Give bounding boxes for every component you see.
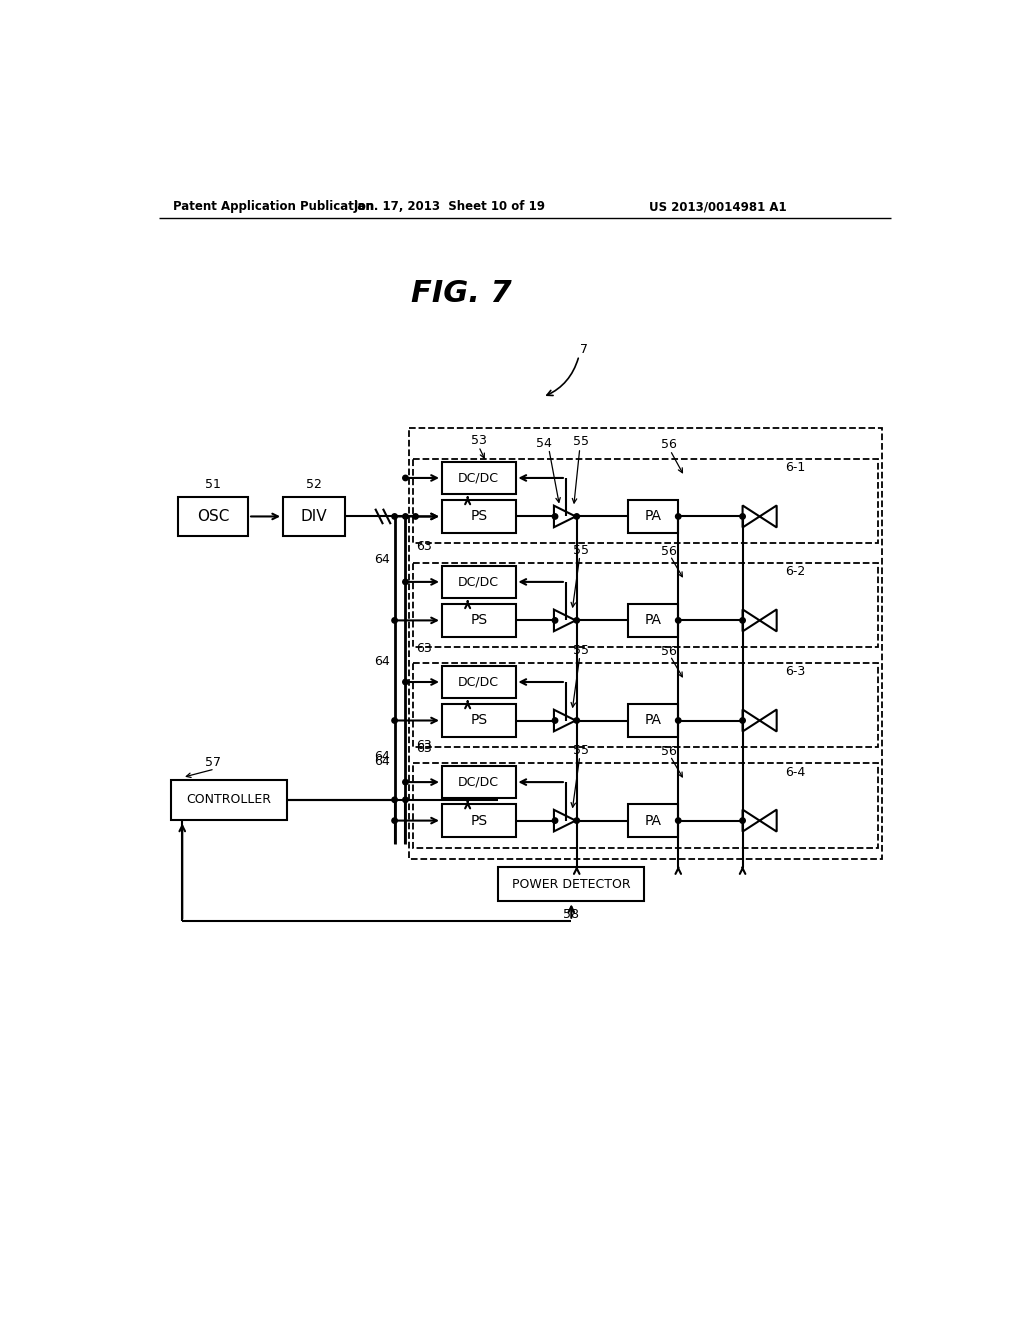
FancyBboxPatch shape	[628, 500, 678, 533]
Text: 63: 63	[417, 643, 432, 656]
Text: PS: PS	[470, 510, 487, 524]
Text: 54: 54	[537, 437, 552, 450]
Circle shape	[552, 618, 558, 623]
Circle shape	[740, 818, 745, 824]
FancyBboxPatch shape	[178, 498, 248, 536]
Circle shape	[552, 718, 558, 723]
FancyBboxPatch shape	[442, 804, 515, 837]
FancyBboxPatch shape	[171, 780, 287, 820]
Circle shape	[402, 779, 409, 785]
Text: 56: 56	[660, 438, 677, 451]
Circle shape	[402, 579, 409, 585]
FancyBboxPatch shape	[628, 705, 678, 737]
Text: 57: 57	[205, 756, 221, 770]
Text: 55: 55	[573, 544, 590, 557]
Circle shape	[740, 618, 745, 623]
Text: PA: PA	[644, 614, 662, 627]
Circle shape	[402, 680, 409, 685]
Circle shape	[402, 475, 409, 480]
Circle shape	[392, 513, 397, 519]
Circle shape	[413, 513, 418, 519]
Circle shape	[402, 513, 409, 519]
Text: 6-4: 6-4	[785, 766, 806, 779]
Text: Patent Application Publication: Patent Application Publication	[173, 201, 374, 214]
Text: FIG. 7: FIG. 7	[411, 279, 512, 308]
Text: 55: 55	[573, 744, 590, 758]
Circle shape	[392, 618, 397, 623]
Circle shape	[392, 797, 397, 803]
Text: 6-1: 6-1	[785, 462, 806, 474]
Text: 55: 55	[573, 436, 590, 449]
Circle shape	[552, 513, 558, 519]
Circle shape	[392, 818, 397, 824]
Text: 64: 64	[374, 655, 390, 668]
Circle shape	[574, 618, 580, 623]
Text: PS: PS	[470, 714, 487, 727]
Circle shape	[740, 513, 745, 519]
Text: OSC: OSC	[197, 510, 229, 524]
Text: 55: 55	[573, 644, 590, 657]
Text: PS: PS	[470, 614, 487, 627]
Text: 64: 64	[374, 553, 390, 566]
Circle shape	[574, 513, 580, 519]
Text: DIV: DIV	[301, 510, 328, 524]
Text: POWER DETECTOR: POWER DETECTOR	[512, 878, 631, 891]
Circle shape	[552, 818, 558, 824]
Circle shape	[402, 797, 409, 803]
Text: PA: PA	[644, 510, 662, 524]
FancyBboxPatch shape	[442, 705, 515, 737]
Text: 58: 58	[563, 908, 580, 921]
Circle shape	[740, 718, 745, 723]
Text: 7: 7	[580, 343, 588, 356]
Circle shape	[574, 718, 580, 723]
Text: 56: 56	[660, 545, 677, 557]
FancyBboxPatch shape	[283, 498, 345, 536]
Text: 63: 63	[417, 739, 432, 752]
Text: 56: 56	[660, 644, 677, 657]
FancyBboxPatch shape	[442, 766, 515, 799]
Circle shape	[676, 513, 681, 519]
FancyBboxPatch shape	[442, 500, 515, 533]
FancyBboxPatch shape	[499, 867, 644, 902]
Text: 64: 64	[374, 755, 390, 768]
Text: 51: 51	[206, 478, 221, 491]
Text: 52: 52	[306, 478, 322, 491]
Circle shape	[676, 718, 681, 723]
Text: PA: PA	[644, 714, 662, 727]
Text: US 2013/0014981 A1: US 2013/0014981 A1	[649, 201, 786, 214]
Text: DC/DC: DC/DC	[458, 676, 499, 689]
Text: 6-2: 6-2	[785, 565, 806, 578]
Text: PA: PA	[644, 813, 662, 828]
Text: DC/DC: DC/DC	[458, 776, 499, 788]
FancyBboxPatch shape	[442, 605, 515, 636]
Text: DC/DC: DC/DC	[458, 576, 499, 589]
Circle shape	[676, 818, 681, 824]
Circle shape	[392, 718, 397, 723]
FancyBboxPatch shape	[628, 605, 678, 636]
Text: 53: 53	[471, 434, 486, 446]
Text: CONTROLLER: CONTROLLER	[186, 793, 271, 807]
Text: PS: PS	[470, 813, 487, 828]
Circle shape	[676, 618, 681, 623]
Text: DC/DC: DC/DC	[458, 471, 499, 484]
FancyBboxPatch shape	[442, 665, 515, 698]
Circle shape	[574, 818, 580, 824]
FancyBboxPatch shape	[628, 804, 678, 837]
Text: 56: 56	[660, 744, 677, 758]
FancyBboxPatch shape	[442, 462, 515, 494]
FancyBboxPatch shape	[442, 566, 515, 598]
Text: 63: 63	[417, 742, 432, 755]
Text: Jan. 17, 2013  Sheet 10 of 19: Jan. 17, 2013 Sheet 10 of 19	[353, 201, 546, 214]
Text: 63: 63	[417, 540, 432, 553]
Text: 6-3: 6-3	[785, 665, 806, 678]
Text: 64: 64	[374, 750, 390, 763]
